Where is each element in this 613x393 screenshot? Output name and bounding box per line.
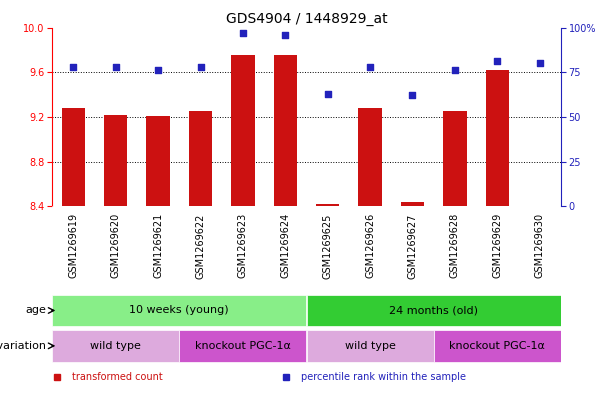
Text: wild type: wild type — [90, 341, 141, 351]
Title: GDS4904 / 1448929_at: GDS4904 / 1448929_at — [226, 13, 387, 26]
Bar — [62, 108, 85, 206]
Point — [238, 30, 248, 36]
Point — [69, 64, 78, 70]
Text: knockout PGC-1α: knockout PGC-1α — [195, 341, 291, 351]
Text: GSM1269619: GSM1269619 — [68, 213, 78, 278]
Bar — [434, 330, 561, 362]
Bar — [306, 330, 434, 362]
Bar — [443, 111, 466, 206]
Point — [492, 58, 502, 64]
Bar — [52, 330, 179, 362]
Point — [111, 64, 121, 70]
Text: GSM1269628: GSM1269628 — [450, 213, 460, 279]
Point — [323, 90, 333, 97]
Text: GSM1269625: GSM1269625 — [322, 213, 333, 279]
Bar — [485, 70, 509, 206]
Point — [535, 60, 544, 66]
Text: percentile rank within the sample: percentile rank within the sample — [302, 372, 466, 382]
Point — [196, 64, 205, 70]
Text: GSM1269620: GSM1269620 — [111, 213, 121, 279]
Bar — [104, 115, 128, 206]
Bar — [179, 330, 306, 362]
Text: GSM1269626: GSM1269626 — [365, 213, 375, 279]
Bar — [401, 202, 424, 206]
Point — [408, 92, 417, 99]
Bar — [316, 204, 340, 206]
Point — [280, 31, 290, 38]
Text: 10 weeks (young): 10 weeks (young) — [129, 305, 229, 316]
Text: GSM1269621: GSM1269621 — [153, 213, 163, 279]
Text: GSM1269624: GSM1269624 — [280, 213, 291, 279]
Bar — [52, 295, 306, 326]
Bar — [231, 55, 254, 206]
Text: age: age — [25, 305, 46, 316]
Point — [153, 67, 163, 73]
Text: GSM1269630: GSM1269630 — [535, 213, 545, 278]
Bar — [306, 295, 561, 326]
Bar — [189, 111, 212, 206]
Point — [450, 67, 460, 73]
Text: transformed count: transformed count — [72, 372, 163, 382]
Bar — [147, 116, 170, 206]
Bar — [359, 108, 382, 206]
Text: knockout PGC-1α: knockout PGC-1α — [449, 341, 545, 351]
Point — [365, 64, 375, 70]
Text: genotype/variation: genotype/variation — [0, 341, 46, 351]
Text: GSM1269627: GSM1269627 — [408, 213, 417, 279]
Text: GSM1269622: GSM1269622 — [196, 213, 205, 279]
Text: 24 months (old): 24 months (old) — [389, 305, 478, 316]
Bar — [273, 55, 297, 206]
Text: GSM1269623: GSM1269623 — [238, 213, 248, 279]
Text: wild type: wild type — [345, 341, 395, 351]
Text: GSM1269629: GSM1269629 — [492, 213, 502, 279]
